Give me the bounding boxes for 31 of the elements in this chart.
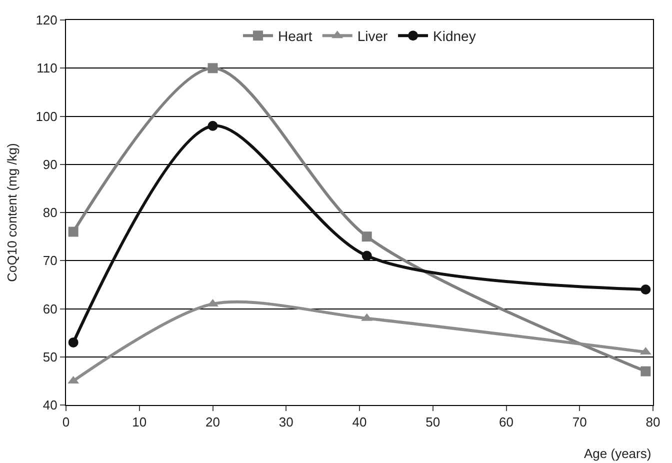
y-tick-label: 110 [36,60,58,76]
x-tick-label: 80 [646,414,660,430]
y-tick-label: 50 [42,349,58,364]
point [640,366,651,376]
legend-label: Liver [357,28,388,44]
point [208,63,218,74]
point [362,232,372,242]
x-tick-label: 70 [572,414,587,430]
point [640,284,651,294]
x-axis-title: Age (years) [584,446,652,461]
y-tick-label: 100 [36,108,58,124]
legend-label: Kidney [433,28,476,44]
y-axis-title: CoQ10 content (mg /kg) [4,143,20,282]
point [68,226,78,237]
x-tick-label: 50 [426,414,440,430]
point [68,337,78,348]
y-tick-label: 40 [42,398,58,413]
x-tick-label: 40 [352,414,367,430]
x-tick-label: 10 [132,414,147,430]
x-tick-label: 20 [206,414,220,430]
point [208,120,218,131]
y-tick-label: 70 [42,253,58,268]
y-tick-label: 120 [36,12,58,28]
y-tick-label: 90 [42,156,58,172]
x-tick-label: 60 [499,414,514,430]
y-tick-label: 80 [42,205,58,220]
x-tick-label: 0 [62,414,70,430]
legend-label: Heart [278,28,312,44]
y-tick-label: 60 [42,301,58,316]
point [362,250,372,261]
x-tick-label: 30 [278,414,294,430]
